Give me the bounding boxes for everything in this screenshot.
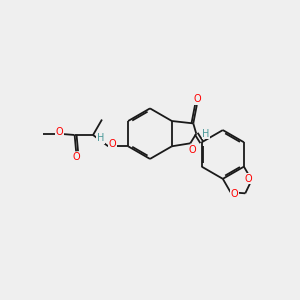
Text: O: O [230,189,238,199]
Text: O: O [193,94,201,104]
Text: O: O [56,127,63,137]
Text: O: O [244,173,252,184]
Text: H: H [97,133,104,143]
Text: O: O [188,146,196,155]
Text: H: H [202,128,210,139]
Text: O: O [109,139,116,149]
Text: O: O [72,152,80,162]
